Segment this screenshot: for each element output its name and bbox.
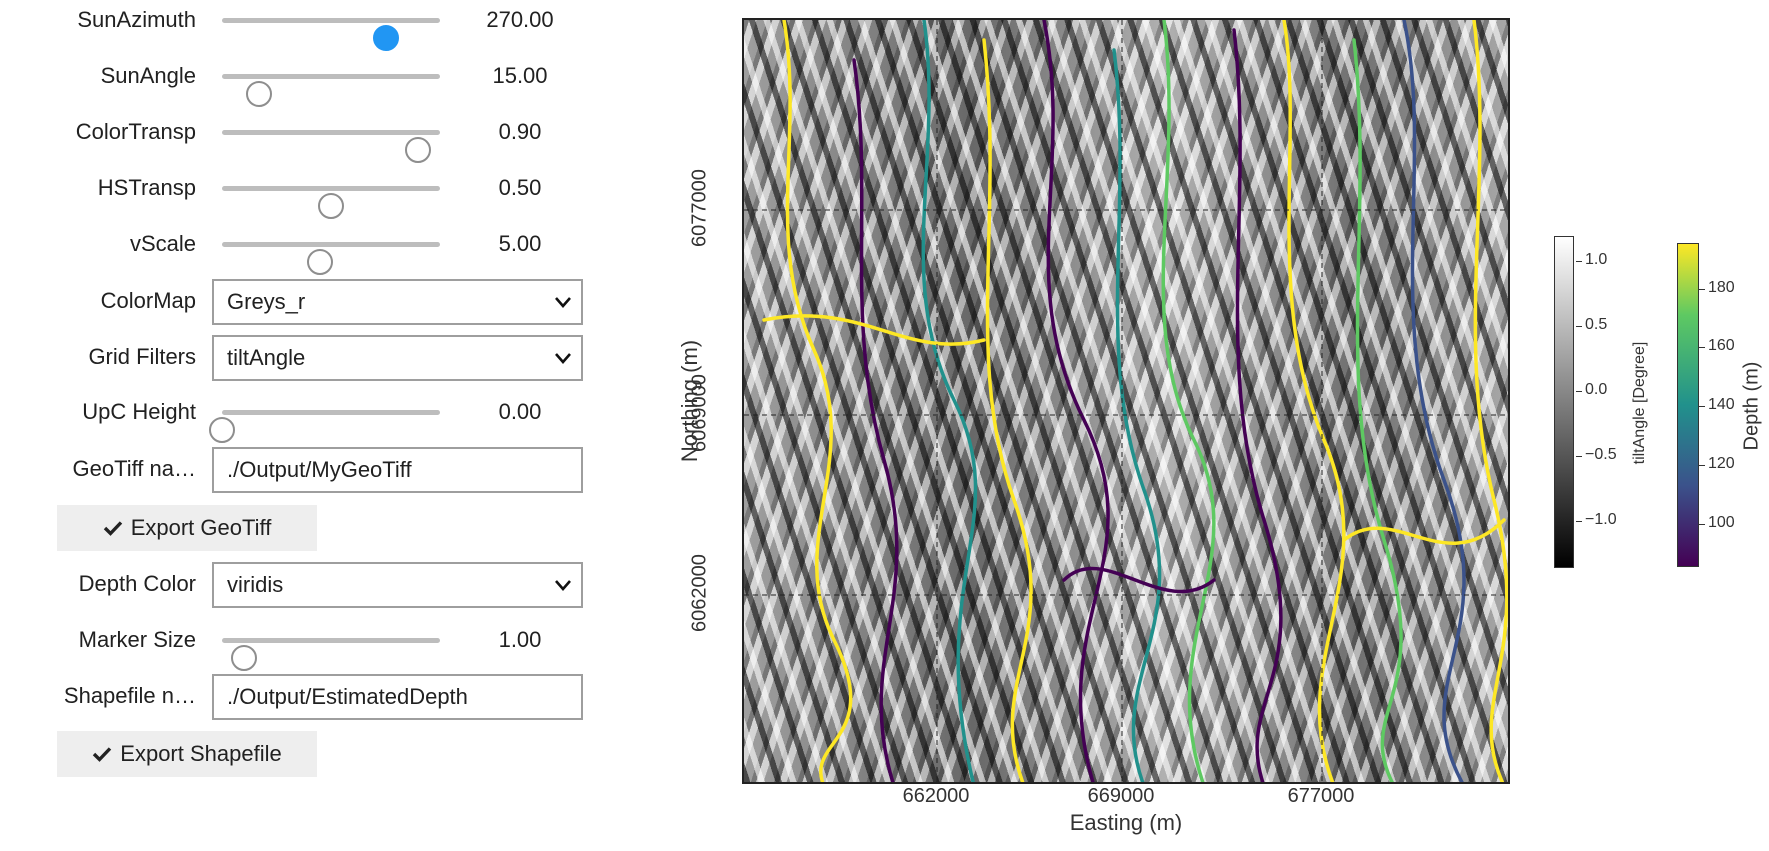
depth-colorbar-label: Depth (m) — [1740, 361, 1763, 451]
color-transp-row: ColorTransp 0.90 — [0, 112, 600, 163]
upc-height-slider-handle[interactable] — [209, 417, 235, 443]
depth-color-row: Depth Color viridis — [0, 562, 600, 608]
geotiff-name-label: GeoTiff na… — [72, 456, 196, 481]
colormap-label: ColorMap — [100, 288, 196, 313]
marker-size-slider-handle[interactable] — [230, 645, 257, 671]
color-transp-value[interactable]: 0.90 — [498, 119, 542, 144]
shapefile-name-row: Shapefile n… ./Output/EstimatedDepth — [0, 674, 600, 720]
marker-size-label: Marker Size — [78, 627, 196, 652]
colormap-row: ColorMap Greys_r — [0, 279, 600, 325]
chevron-down-icon — [555, 353, 571, 364]
colorbar-tick: 1.0 — [1575, 251, 1608, 268]
sun-angle-value[interactable]: 15.00 — [492, 63, 548, 88]
geotiff-name-row: GeoTiff na… ./Output/MyGeoTiff — [0, 447, 600, 493]
upc-height-row: UpC Height 0.00 — [0, 392, 600, 443]
x-tick-label: 677000 — [1287, 785, 1355, 807]
y-tick-label: 6077000 — [688, 169, 711, 247]
sun-azimuth-slider-handle[interactable] — [372, 25, 399, 51]
sun-angle-row: SunAngle 15.00 — [0, 56, 600, 107]
sun-azimuth-slider[interactable] — [222, 18, 440, 51]
depth-colorbar — [1677, 243, 1699, 567]
y-tick-label: 6062000 — [688, 554, 711, 632]
v-scale-slider-handle[interactable] — [307, 249, 334, 275]
v-scale-slider[interactable] — [222, 242, 440, 275]
upc-height-label: UpC Height — [82, 399, 196, 424]
v-scale-label: vScale — [129, 231, 196, 256]
sun-azimuth-value[interactable]: 270.00 — [486, 7, 554, 32]
hs-transp-slider[interactable] — [222, 186, 440, 219]
depth-contours — [744, 20, 1508, 782]
geotiff-name-input[interactable]: ./Output/MyGeoTiff — [212, 447, 583, 493]
colorbar-tick: 180 — [1699, 279, 1735, 296]
sun-angle-label: SunAngle — [100, 63, 196, 88]
shapefile-name-input[interactable]: ./Output/EstimatedDepth — [212, 674, 583, 720]
hs-transp-label: HSTransp — [97, 175, 196, 200]
export-shapefile-button[interactable]: Export Shapefile — [57, 731, 317, 777]
upc-height-value[interactable]: 0.00 — [498, 399, 542, 424]
color-transp-slider[interactable] — [222, 130, 440, 163]
y-axis-label: Northing (m) — [677, 339, 702, 463]
x-tick-label: 662000 — [902, 785, 970, 807]
check-icon — [93, 747, 112, 762]
sun-angle-slider[interactable] — [222, 74, 440, 107]
tilt-angle-colorbar-label: tiltAngle [Degree] — [1631, 341, 1648, 465]
colorbar-tick: 120 — [1699, 455, 1735, 472]
v-scale-value[interactable]: 5.00 — [498, 231, 542, 256]
export-geotiff-button[interactable]: Export GeoTiff — [57, 505, 317, 551]
grid-filters-selected: tiltAngle — [227, 345, 306, 370]
check-icon — [103, 521, 122, 536]
marker-size-slider[interactable] — [222, 638, 440, 671]
colorbar-tick: 100 — [1699, 514, 1735, 531]
upc-height-slider[interactable] — [209, 410, 440, 443]
tilt-angle-colorbar — [1554, 236, 1574, 568]
sun-azimuth-label: SunAzimuth — [77, 7, 196, 32]
colorbar-tick: −0.5 — [1576, 446, 1617, 463]
grid-filters-label: Grid Filters — [88, 344, 196, 369]
depth-color-label: Depth Color — [78, 571, 196, 596]
color-transp-label: ColorTransp — [75, 119, 196, 144]
shapefile-name-label: Shapefile n… — [63, 683, 196, 708]
sun-azimuth-row: SunAzimuth 270.00 — [0, 0, 600, 51]
marker-size-value[interactable]: 1.00 — [498, 627, 542, 652]
marker-size-row: Marker Size 1.00 — [0, 620, 600, 671]
hs-transp-slider-handle[interactable] — [318, 193, 344, 219]
hillshade-map[interactable] — [742, 18, 1510, 784]
chevron-down-icon — [555, 580, 571, 591]
colorbar-tick: 0.0 — [1575, 381, 1608, 398]
depth-color-dropdown[interactable]: viridis — [212, 562, 583, 608]
colormap-dropdown[interactable]: Greys_r — [212, 279, 583, 325]
colorbar-tick: 140 — [1699, 396, 1735, 413]
depth-color-selected: viridis — [227, 572, 284, 597]
export-geotiff-label: Export GeoTiff — [130, 515, 272, 540]
grid-filters-dropdown[interactable]: tiltAngle — [212, 335, 583, 381]
colorbar-tick: 0.5 — [1575, 316, 1608, 333]
colormap-selected: Greys_r — [227, 289, 306, 314]
sun-angle-slider-handle[interactable] — [246, 81, 273, 107]
grid-filters-row: Grid Filters tiltAngle — [0, 335, 600, 381]
color-transp-slider-handle[interactable] — [405, 137, 432, 163]
colorbar-tick: −1.0 — [1576, 511, 1617, 528]
x-tick-label: 669000 — [1087, 785, 1155, 807]
export-shapefile-label: Export Shapefile — [120, 741, 282, 766]
x-axis-label: Easting (m) — [1069, 810, 1183, 835]
hs-transp-row: HSTransp 0.50 — [0, 168, 600, 219]
hs-transp-value[interactable]: 0.50 — [498, 175, 542, 200]
v-scale-row: vScale 5.00 — [0, 224, 600, 275]
colorbar-tick: 160 — [1699, 337, 1735, 354]
chevron-down-icon — [555, 297, 571, 308]
